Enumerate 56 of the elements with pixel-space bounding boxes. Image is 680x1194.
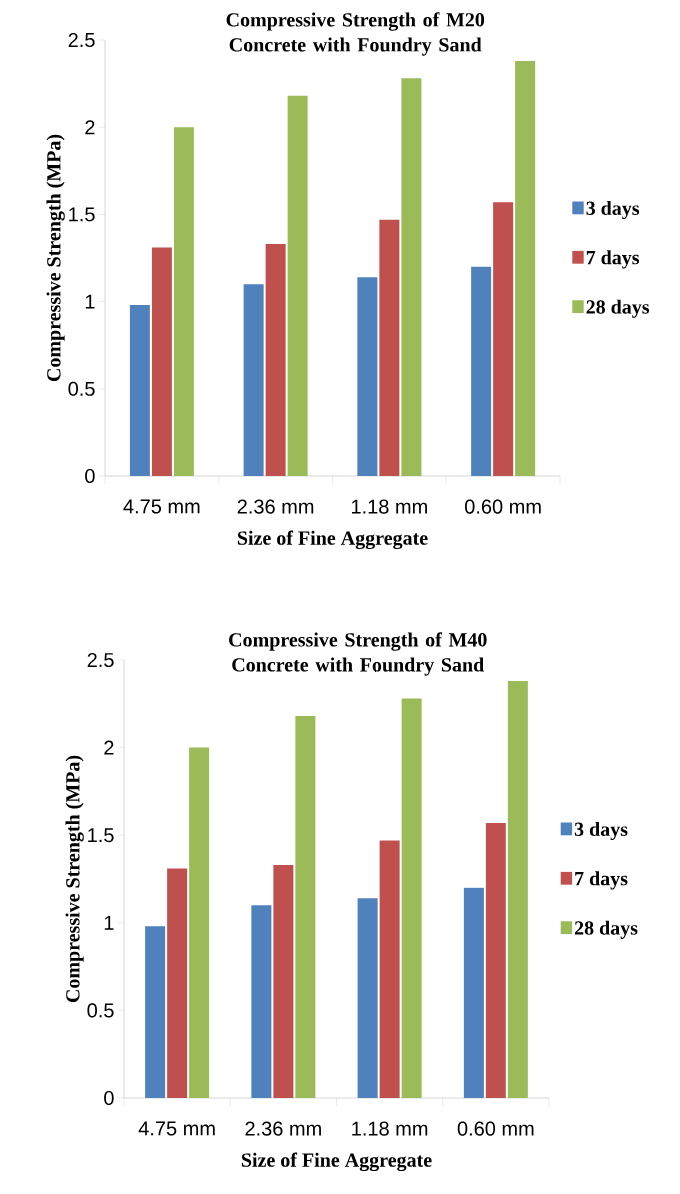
x-tick-label: 4.75 mm	[138, 1121, 215, 1136]
bar	[189, 747, 210, 1098]
bar	[401, 698, 422, 1098]
bar	[287, 95, 308, 476]
x-axis-title: Size of Fine Aggregate	[237, 530, 428, 550]
x-tick-label: 0.60 mm	[457, 1121, 534, 1136]
y-tick-label: 0	[85, 468, 95, 484]
x-tick-label: 2.36 mm	[245, 1121, 321, 1136]
bar	[173, 127, 194, 476]
bar	[295, 716, 316, 1098]
y-tick-label: 1	[85, 294, 95, 309]
legend-label: 28 days	[574, 920, 638, 939]
bar	[243, 284, 264, 476]
bar	[357, 277, 378, 476]
y-tick-label: 1	[104, 915, 114, 930]
y-axis-title: Compressive Strength (MPa)	[65, 755, 84, 1003]
chart-title: Compressive Strength of M40 Concrete with Foundry Sand	[229, 632, 487, 676]
x-tick-label: 1.18 mm	[352, 1121, 428, 1136]
x-tick-label: 2.36 mm	[237, 499, 314, 514]
bar	[401, 78, 422, 476]
bar	[507, 681, 528, 1098]
y-tick-label: 2	[104, 740, 114, 755]
x-tick-label: 0.60 mm	[465, 499, 541, 514]
bar	[379, 840, 400, 1098]
y-tick-label: 0	[104, 1090, 114, 1106]
bar	[273, 864, 294, 1098]
y-tick-label: 2	[85, 120, 95, 135]
y-tick-label: 1.5	[69, 207, 95, 222]
y-tick-label: 0.5	[68, 381, 95, 396]
legend-label: 28 days	[586, 299, 650, 318]
bar	[515, 60, 536, 476]
legend-label: 7 days	[586, 250, 640, 269]
bar	[493, 202, 514, 476]
bar	[265, 244, 286, 476]
legend-label: 3 days	[574, 821, 628, 841]
x-tick-label: 1.18 mm	[352, 499, 427, 514]
y-tick-label: 2.5	[68, 32, 95, 48]
bar	[379, 219, 400, 476]
y-axis-title: Compressive Strength (MPa)	[46, 134, 65, 382]
bar	[151, 247, 172, 476]
bar	[167, 868, 188, 1098]
bar	[145, 926, 166, 1098]
legend-label: 7 days	[575, 871, 628, 890]
legend-label: 3 days	[586, 200, 640, 220]
chart-title: Compressive Strength of M20 Concrete with Foundry Sand	[226, 12, 485, 56]
y-tick-label: 0.5	[87, 1003, 114, 1018]
y-tick-label: 2.5	[87, 652, 114, 668]
bar	[129, 305, 150, 476]
bar	[251, 905, 272, 1098]
bar	[357, 898, 378, 1098]
x-axis-title: Size of Fine Aggregate	[241, 1152, 432, 1172]
x-tick-label: 4.75 mm	[123, 499, 200, 514]
bar	[463, 887, 484, 1098]
y-tick-label: 1.5	[88, 828, 114, 843]
bar	[471, 266, 492, 476]
bar	[485, 822, 506, 1098]
